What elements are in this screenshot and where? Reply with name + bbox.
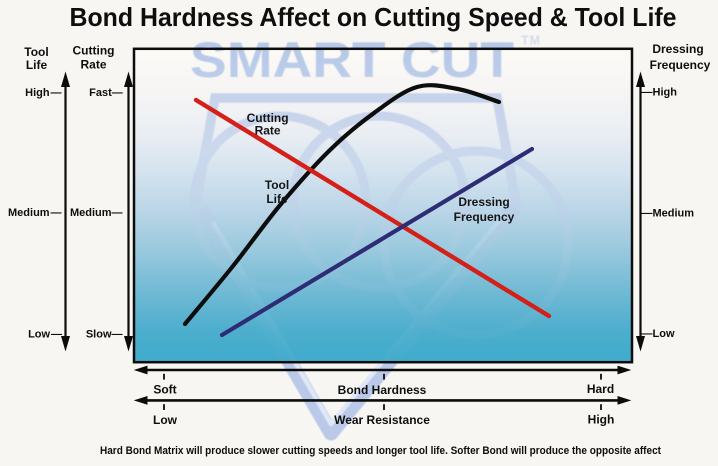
- svg-text:Tool: Tool: [24, 45, 48, 59]
- svg-text:Soft: Soft: [153, 383, 176, 397]
- svg-text:Slow—: Slow—: [86, 328, 123, 340]
- svg-text:Tool: Tool: [265, 178, 289, 192]
- svg-text:Cutting: Cutting: [73, 43, 115, 57]
- svg-text:Life: Life: [266, 192, 288, 206]
- svg-text:—Medium: —Medium: [642, 207, 695, 219]
- svg-text:Medium —: Medium —: [8, 207, 61, 219]
- svg-text:Dressing: Dressing: [652, 42, 703, 56]
- svg-text:Dressing: Dressing: [458, 195, 509, 209]
- svg-text:Hard Bond Matrix will produce: Hard Bond Matrix will produce slower cut…: [100, 445, 661, 457]
- svg-text:Cutting: Cutting: [247, 111, 289, 125]
- svg-text:Fast—: Fast—: [89, 87, 123, 99]
- svg-text:—High: —High: [642, 87, 678, 99]
- svg-text:Hard: Hard: [587, 382, 614, 396]
- svg-text:Life: Life: [26, 58, 48, 72]
- svg-text:Medium—: Medium—: [70, 207, 123, 219]
- svg-text:Bond Hardness Affect on Cuttin: Bond Hardness Affect on Cutting Speed & …: [70, 2, 677, 32]
- svg-text:Rate: Rate: [80, 57, 106, 71]
- svg-text:High —: High —: [25, 87, 61, 99]
- svg-text:Frequency: Frequency: [650, 58, 711, 72]
- svg-text:Rate: Rate: [255, 124, 281, 138]
- svg-text:Low: Low: [153, 413, 178, 427]
- svg-text:Wear Resistance: Wear Resistance: [334, 413, 430, 427]
- svg-text:—Low: —Low: [642, 328, 675, 340]
- svg-text:Bond Hardness: Bond Hardness: [338, 383, 427, 397]
- svg-text:Frequency: Frequency: [454, 210, 515, 224]
- svg-text:Low —: Low —: [28, 328, 62, 340]
- svg-text:High: High: [588, 413, 615, 427]
